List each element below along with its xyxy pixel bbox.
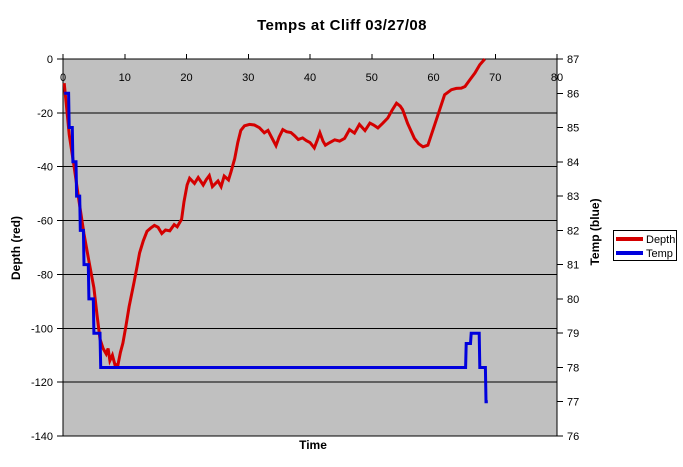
legend: Depth Temp xyxy=(613,230,677,261)
y-right-tick-label: 86 xyxy=(567,88,579,100)
x-tick-label: 30 xyxy=(242,72,254,84)
x-tick-label: 80 xyxy=(551,72,563,84)
y-left-tick-label: -80 xyxy=(37,269,53,281)
y-right-tick-label: 81 xyxy=(567,260,579,272)
series-line-depth xyxy=(62,58,486,367)
x-axis-ticks: 0 10 20 30 40 50 60 70 80 xyxy=(60,54,563,84)
y-right-tick-label: 82 xyxy=(567,225,579,237)
x-tick-label: 20 xyxy=(180,72,192,84)
gridlines xyxy=(63,112,557,437)
x-tick-label: 40 xyxy=(304,72,316,84)
y-right-axis-title: Temp (blue) xyxy=(588,198,602,265)
y-left-tick-label: -60 xyxy=(37,216,53,228)
y-right-tick-label: 80 xyxy=(567,294,579,306)
data-series xyxy=(62,58,488,404)
y-left-tick-label: -100 xyxy=(31,323,53,335)
plot-area xyxy=(63,59,557,436)
y-left-tick-label: -140 xyxy=(31,431,53,443)
y-left-tick-label: -40 xyxy=(37,162,53,174)
legend-box xyxy=(613,230,677,261)
y-left-tick-label: 0 xyxy=(47,54,53,66)
y-right-tick-label: 87 xyxy=(567,54,579,66)
x-tick-label: 60 xyxy=(427,72,439,84)
y-left-axis-ticks: 0 -20 -40 -60 -80 -100 -120 -140 xyxy=(31,54,63,443)
y-right-tick-label: 79 xyxy=(567,328,579,340)
x-tick-label: 10 xyxy=(119,72,131,84)
y-right-tick-label: 78 xyxy=(567,362,579,374)
series-line-temp xyxy=(64,91,488,404)
y-left-axis-title: Depth (red) xyxy=(9,216,23,280)
y-right-tick-label: 76 xyxy=(567,431,579,443)
y-right-tick-label: 84 xyxy=(567,157,579,169)
legend-temp-label: Temp xyxy=(646,248,673,260)
y-right-tick-label: 85 xyxy=(567,123,579,135)
legend-depth-label: Depth xyxy=(646,234,675,246)
x-axis-title: Time xyxy=(299,438,327,452)
x-tick-label: 0 xyxy=(60,72,66,84)
chart-title: Temps at Cliff 03/27/08 xyxy=(257,17,427,34)
y-left-tick-label: -20 xyxy=(37,108,53,120)
y-right-axis-ticks: 87 86 85 84 83 82 81 80 79 78 77 76 xyxy=(557,54,579,443)
x-tick-label: 50 xyxy=(366,72,378,84)
y-right-tick-label: 83 xyxy=(567,191,579,203)
y-right-tick-label: 77 xyxy=(567,397,579,409)
y-left-tick-label: -120 xyxy=(31,377,53,389)
x-tick-label: 70 xyxy=(489,72,501,84)
